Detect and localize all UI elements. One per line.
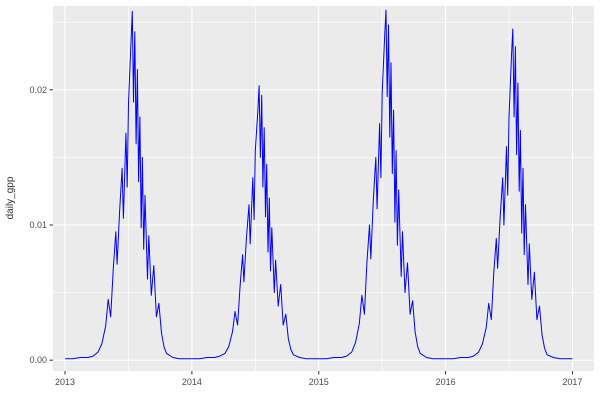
- x-tick-label: 2014: [182, 377, 202, 387]
- chart-root: 2013 2014 2015 2016 2017 0.00 0.01 0.02: [29, 6, 594, 387]
- x-tick-label: 2016: [436, 377, 456, 387]
- y-tick-label: 0.00: [29, 355, 47, 365]
- gpp-line-series: [65, 9, 573, 360]
- x-tick-label: 2013: [55, 377, 75, 387]
- y-tick-label: 0.01: [29, 220, 47, 230]
- y-tick-label: 0.02: [29, 85, 47, 95]
- y-axis-title: daily_gpp: [5, 176, 16, 219]
- x-tick-label: 2015: [309, 377, 329, 387]
- x-tick-label: 2017: [562, 377, 582, 387]
